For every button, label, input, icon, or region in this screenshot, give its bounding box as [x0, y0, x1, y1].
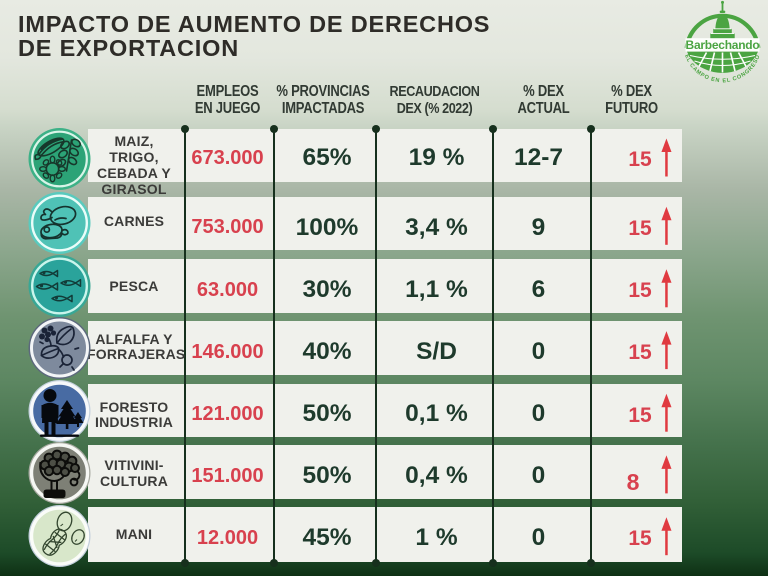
svg-text:Barbechando: Barbechando [686, 38, 760, 52]
